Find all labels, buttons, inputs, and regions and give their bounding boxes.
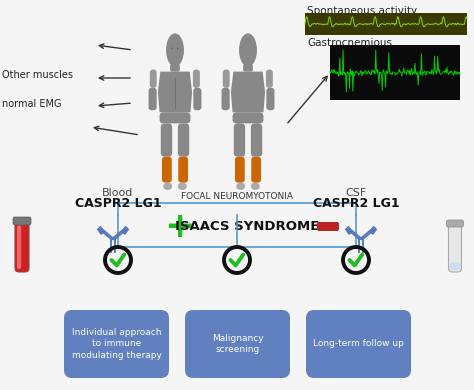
FancyBboxPatch shape <box>170 64 180 72</box>
FancyBboxPatch shape <box>251 157 261 183</box>
FancyBboxPatch shape <box>243 64 253 72</box>
FancyBboxPatch shape <box>306 310 411 378</box>
FancyBboxPatch shape <box>162 157 172 183</box>
FancyBboxPatch shape <box>13 217 31 225</box>
Polygon shape <box>158 72 192 112</box>
FancyBboxPatch shape <box>193 88 201 110</box>
Text: Other muscles: Other muscles <box>2 70 73 80</box>
FancyBboxPatch shape <box>193 69 200 88</box>
FancyBboxPatch shape <box>251 123 262 157</box>
Text: CASPR2 LG1: CASPR2 LG1 <box>313 197 399 210</box>
FancyBboxPatch shape <box>266 69 273 88</box>
FancyBboxPatch shape <box>178 123 189 157</box>
Ellipse shape <box>251 183 260 190</box>
FancyBboxPatch shape <box>64 310 169 378</box>
FancyBboxPatch shape <box>150 69 157 88</box>
FancyBboxPatch shape <box>17 225 21 269</box>
Ellipse shape <box>177 48 178 49</box>
Text: Spontaneous activity: Spontaneous activity <box>307 6 417 16</box>
FancyBboxPatch shape <box>148 88 157 110</box>
FancyBboxPatch shape <box>233 112 264 123</box>
FancyBboxPatch shape <box>160 112 191 123</box>
FancyBboxPatch shape <box>266 88 274 110</box>
FancyBboxPatch shape <box>234 123 245 157</box>
Text: CSF: CSF <box>346 188 366 198</box>
Ellipse shape <box>178 183 187 190</box>
Text: Blood: Blood <box>102 188 134 198</box>
Text: Individual approach
to immune
modulating therapy: Individual approach to immune modulating… <box>72 328 162 360</box>
Text: Malignancy
screening: Malignancy screening <box>212 333 264 355</box>
Text: ISAACS SYNDROME: ISAACS SYNDROME <box>175 220 319 234</box>
FancyBboxPatch shape <box>235 157 245 183</box>
Text: CASPR2 LG1: CASPR2 LG1 <box>75 197 161 210</box>
Ellipse shape <box>239 34 257 67</box>
FancyBboxPatch shape <box>449 262 461 270</box>
Ellipse shape <box>236 183 245 190</box>
FancyBboxPatch shape <box>448 222 462 272</box>
Text: normal EMG: normal EMG <box>2 99 62 109</box>
FancyBboxPatch shape <box>161 123 172 157</box>
Bar <box>330 45 460 100</box>
Text: +: + <box>164 210 194 244</box>
Ellipse shape <box>163 183 172 190</box>
Text: FOCAL NEUROMYOTONIA: FOCAL NEUROMYOTONIA <box>181 192 293 201</box>
Ellipse shape <box>172 48 173 49</box>
Bar <box>305 13 467 35</box>
FancyBboxPatch shape <box>447 220 464 227</box>
FancyBboxPatch shape <box>178 157 188 183</box>
FancyBboxPatch shape <box>185 310 290 378</box>
Ellipse shape <box>166 34 184 67</box>
Polygon shape <box>231 72 265 112</box>
FancyBboxPatch shape <box>223 69 230 88</box>
FancyBboxPatch shape <box>221 88 230 110</box>
Text: Gastrocnemious: Gastrocnemious <box>307 38 392 48</box>
FancyBboxPatch shape <box>15 220 29 272</box>
FancyBboxPatch shape <box>317 222 339 231</box>
Text: Long-term follow up: Long-term follow up <box>313 340 404 349</box>
